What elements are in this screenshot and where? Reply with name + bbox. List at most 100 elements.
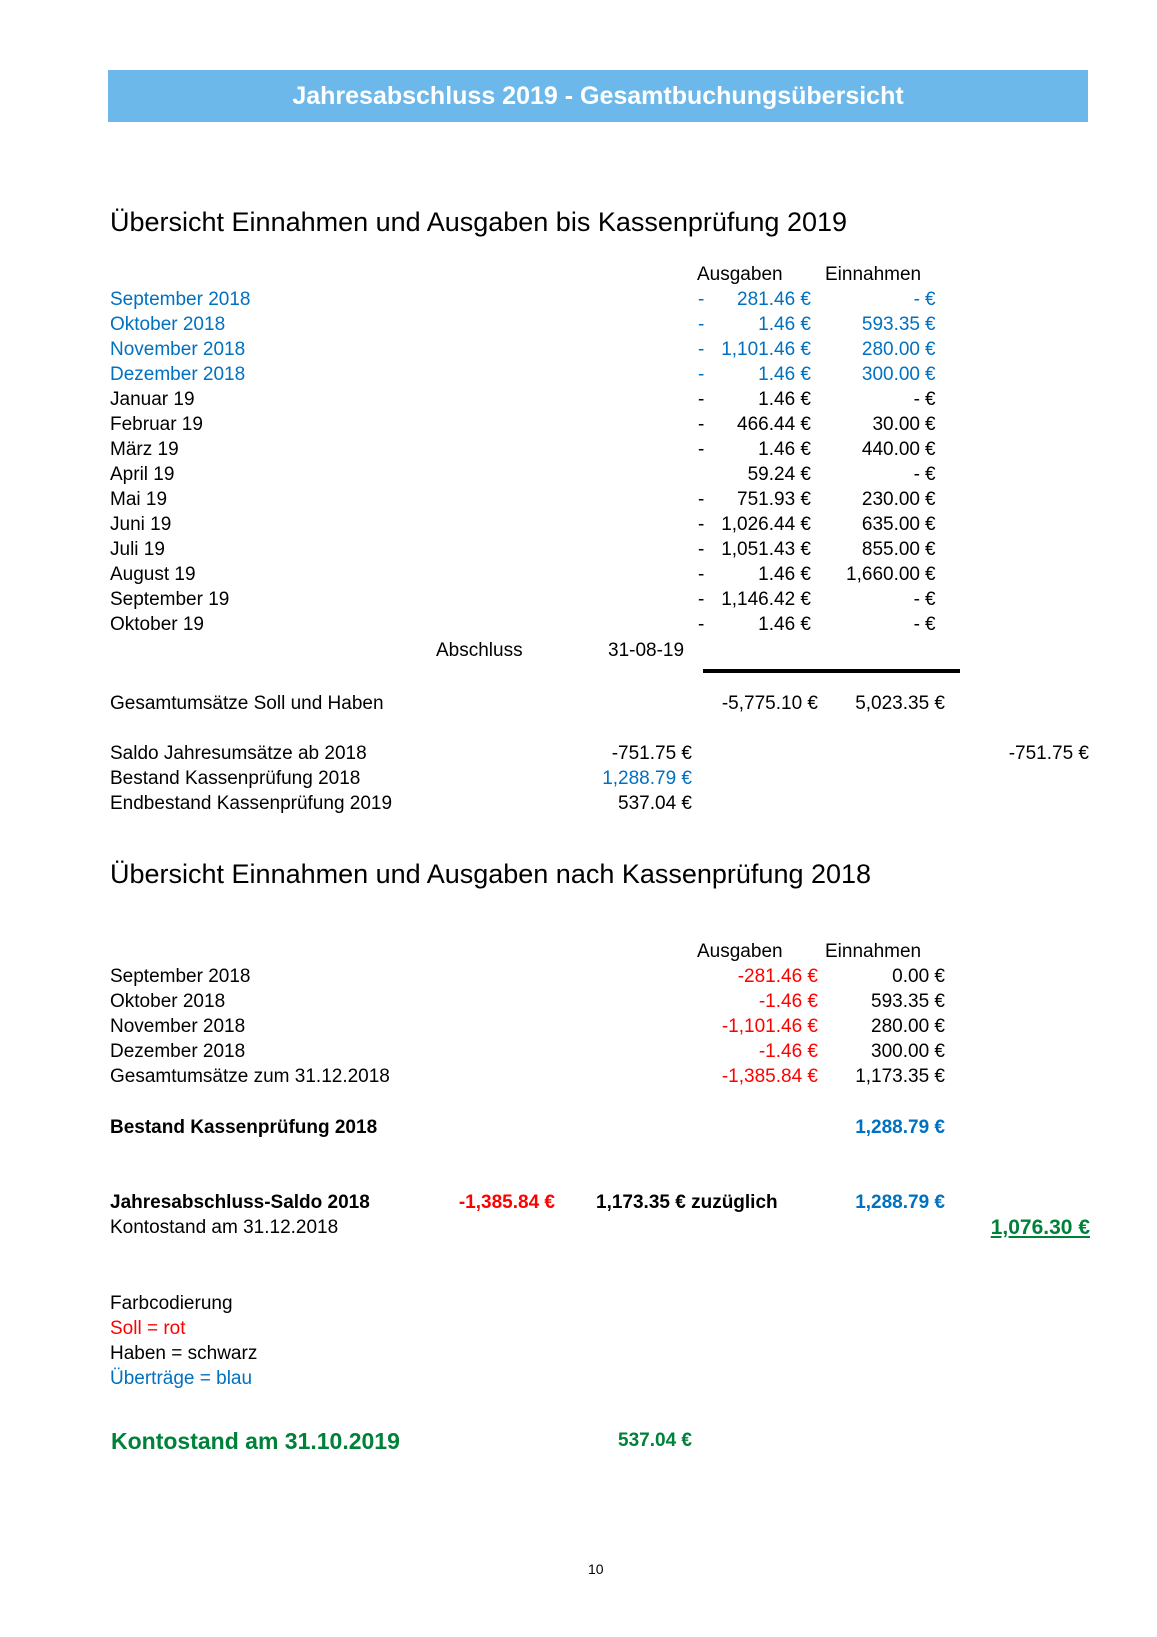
section1-row-label: April 19 <box>110 464 175 485</box>
section1-row-einnahmen: 635.00 <box>861 514 920 535</box>
section2-row-ausgaben: -1,385.84 € <box>721 1066 818 1087</box>
section1-row-label: Februar 19 <box>110 414 203 435</box>
section1-row-ausgaben: 1.46 € <box>758 439 811 460</box>
section1-row-einnahmen-currency: € <box>925 289 936 310</box>
jahresabschluss-saldo-uebertrag: 1,288.79 € <box>855 1192 945 1213</box>
section1-row-label: Oktober 2018 <box>110 314 226 335</box>
section1-row-label: Oktober 19 <box>110 614 204 635</box>
section1-row-einnahmen: - <box>913 389 920 410</box>
section1-row-einnahmen: 593.35 <box>861 314 920 335</box>
section1-row-dash: - <box>698 414 705 435</box>
endbestand-value: 537.04 € <box>618 793 692 814</box>
gesamt-label: Gesamtumsätze Soll und Haben <box>110 693 384 714</box>
section2-row-einnahmen: 593.35 € <box>871 991 945 1012</box>
section1-row-einnahmen: 855.00 <box>861 539 920 560</box>
section1-row-label: November 2018 <box>110 339 246 360</box>
section2-row-einnahmen: 300.00 € <box>871 1041 945 1062</box>
section2-row-ausgaben: -1,101.46 € <box>721 1016 818 1037</box>
section1-row-label: Mai 19 <box>110 489 168 510</box>
jahresabschluss-saldo-haben: 1,173.35 € zuzüglich <box>596 1192 778 1213</box>
section1-row-label: September 19 <box>110 589 230 610</box>
gesamt-ausgaben: -5,775.10 € <box>721 693 818 714</box>
section1-row-einnahmen-currency: € <box>925 339 936 360</box>
section1-row-dash: - <box>698 489 705 510</box>
kontostand-2018-value: 1,076.30 € <box>990 1216 1090 1239</box>
section2-row-ausgaben: -1.46 € <box>758 1041 818 1062</box>
section2-col-einnahmen: Einnahmen <box>825 941 922 962</box>
section1-row-einnahmen-currency: € <box>925 539 936 560</box>
section1-row-dash: - <box>698 614 705 635</box>
legend-title: Farbcodierung <box>110 1293 233 1314</box>
endbestand-label: Endbestand Kassenprüfung 2019 <box>110 793 393 814</box>
gesamt-einnahmen: 5,023.35 € <box>855 693 945 714</box>
section1-row-einnahmen-currency: € <box>925 314 936 335</box>
abschluss-date: 31-08-19 <box>608 640 685 661</box>
section1-row-einnahmen: - <box>913 464 920 485</box>
section1-row-ausgaben: 1.46 € <box>758 389 811 410</box>
page-banner-title: Jahresabschluss 2019 - Gesamtbuchungsübe… <box>108 70 1088 122</box>
section2-row-label: Dezember 2018 <box>110 1041 246 1062</box>
section2-row-ausgaben: -281.46 € <box>737 966 818 987</box>
saldo-value: -751.75 € <box>611 743 692 764</box>
section2-row-label: Gesamtumsätze zum 31.12.2018 <box>110 1066 390 1087</box>
section1-row-einnahmen: 230.00 <box>861 489 920 510</box>
section2-col-ausgaben: Ausgaben <box>697 941 783 962</box>
section2-bestand-label: Bestand Kassenprüfung 2018 <box>110 1117 378 1138</box>
section1-row-dash: - <box>698 514 705 535</box>
section1-col-ausgaben: Ausgaben <box>697 264 783 285</box>
page-number: 10 <box>588 1561 604 1577</box>
saldo-value-right: -751.75 € <box>1008 743 1089 764</box>
section1-row-label: August 19 <box>110 564 196 585</box>
saldo-label: Saldo Jahresumsätze ab 2018 <box>110 743 367 764</box>
section1-row-dash: - <box>698 389 705 410</box>
section1-row-ausgaben: 751.93 € <box>737 489 811 510</box>
section1-row-einnahmen-currency: € <box>925 464 936 485</box>
section1-row-label: Dezember 2018 <box>110 364 246 385</box>
legend-uebertraege: Überträge = blau <box>110 1368 253 1389</box>
section1-col-einnahmen: Einnahmen <box>825 264 922 285</box>
section1-row-ausgaben: 1,051.43 € <box>721 539 811 560</box>
section2-row-label: Oktober 2018 <box>110 991 226 1012</box>
section1-row-label: Juli 19 <box>110 539 165 560</box>
section1-row-ausgaben: 1.46 € <box>758 614 811 635</box>
section2-heading: Übersicht Einnahmen und Ausgaben nach Ka… <box>110 859 872 889</box>
section1-row-einnahmen: - <box>913 614 920 635</box>
section1-row-dash: - <box>698 289 705 310</box>
section1-row-ausgaben: 1.46 € <box>758 564 811 585</box>
section1-row-label: September 2018 <box>110 289 251 310</box>
section1-heading: Übersicht Einnahmen und Ausgaben bis Kas… <box>110 207 848 237</box>
section1-row-ausgaben: 1,026.44 € <box>721 514 811 535</box>
section1-row-ausgaben: 1.46 € <box>758 364 811 385</box>
bestand-value: 1,288.79 € <box>602 768 692 789</box>
section1-row-label: Juni 19 <box>110 514 172 535</box>
section1-row-einnahmen-currency: € <box>925 514 936 535</box>
kontostand-2018-label: Kontostand am 31.12.2018 <box>110 1217 339 1238</box>
section1-row-einnahmen-currency: € <box>925 439 936 460</box>
section2-row-label: September 2018 <box>110 966 251 987</box>
section1-row-einnahmen: 440.00 <box>861 439 920 460</box>
sum-rule <box>703 669 960 673</box>
section2-row-label: November 2018 <box>110 1016 246 1037</box>
section1-row-dash: - <box>698 314 705 335</box>
section1-row-ausgaben: 1,101.46 € <box>721 339 811 360</box>
section2-row-ausgaben: -1.46 € <box>758 991 818 1012</box>
section2-row-einnahmen: 280.00 € <box>871 1016 945 1037</box>
section1-row-einnahmen-currency: € <box>925 489 936 510</box>
section1-row-einnahmen: - <box>913 589 920 610</box>
final-kontostand-label: Kontostand am 31.10.2019 <box>111 1428 400 1454</box>
legend-soll: Soll = rot <box>110 1318 186 1339</box>
bestand-label: Bestand Kassenprüfung 2018 <box>110 768 361 789</box>
section1-row-dash: - <box>698 539 705 560</box>
section1-row-einnahmen: - <box>913 289 920 310</box>
section1-row-ausgaben: 281.46 € <box>737 289 811 310</box>
jahresabschluss-saldo-label: Jahresabschluss-Saldo 2018 <box>110 1192 370 1213</box>
section1-row-einnahmen: 1,660.00 <box>846 564 920 585</box>
section1-row-dash: - <box>698 439 705 460</box>
section1-row-ausgaben: 59.24 € <box>747 464 811 485</box>
section1-row-dash: - <box>698 564 705 585</box>
section1-row-dash: - <box>698 589 705 610</box>
section1-row-ausgaben: 1,146.42 € <box>721 589 811 610</box>
section1-row-einnahmen: 280.00 <box>861 339 920 360</box>
section2-bestand-value: 1,288.79 € <box>855 1117 945 1138</box>
section1-row-einnahmen: 300.00 <box>861 364 920 385</box>
